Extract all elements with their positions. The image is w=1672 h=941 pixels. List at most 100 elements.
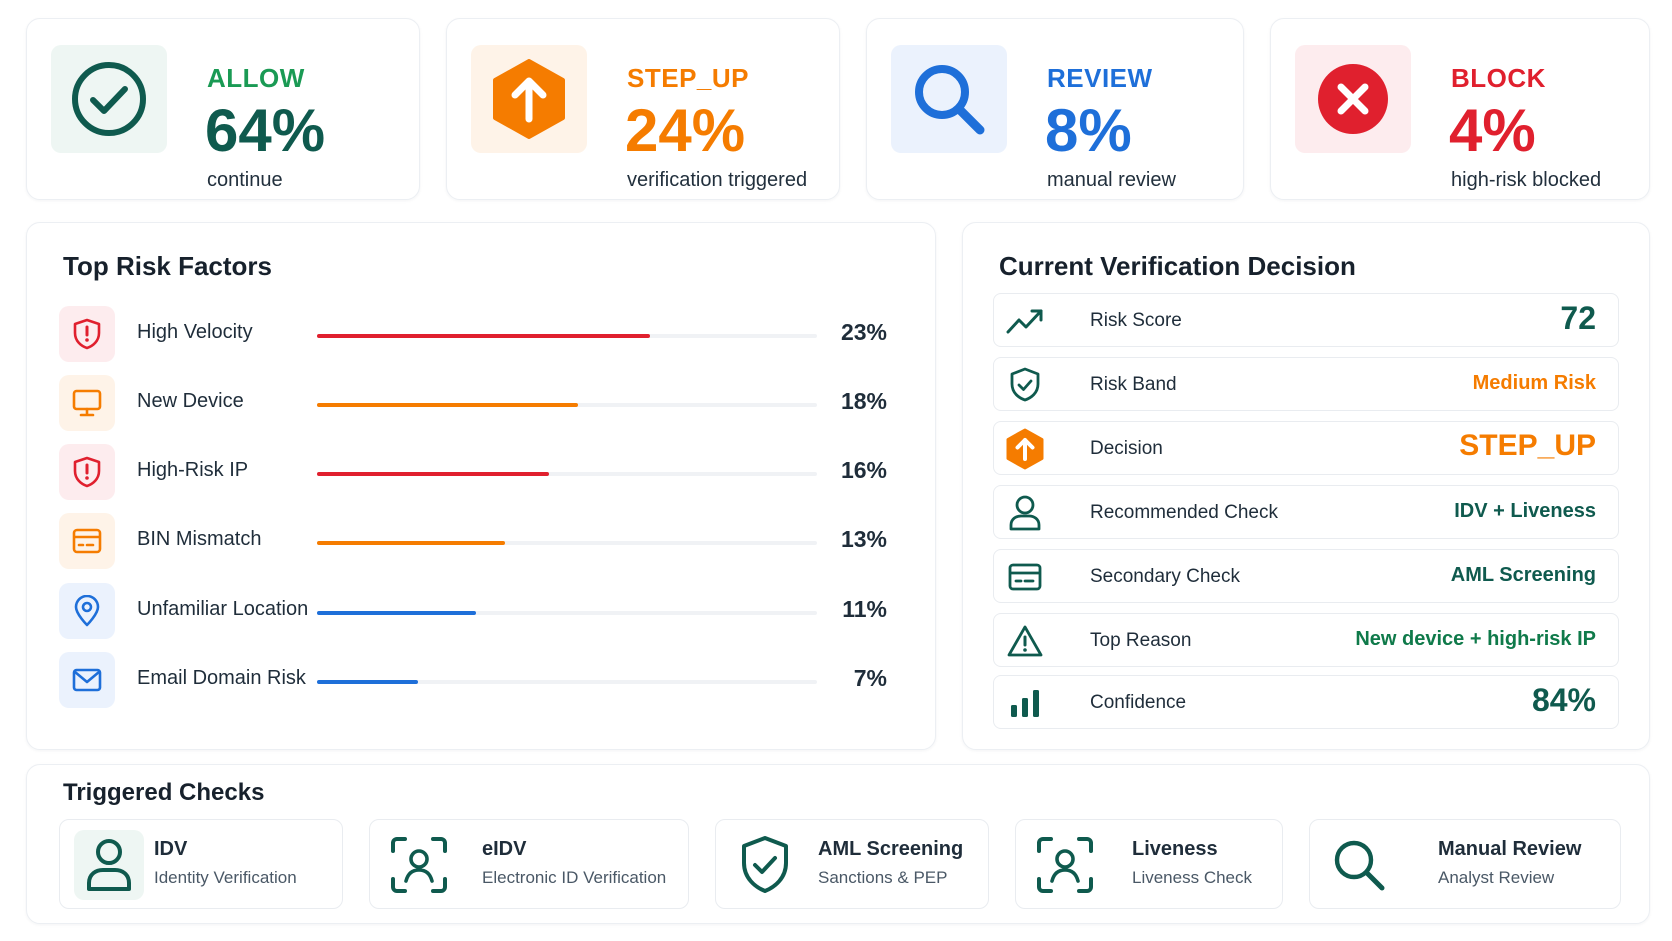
user-icon bbox=[1002, 491, 1048, 535]
risk-factor-row: High Velocity 23% bbox=[27, 303, 927, 363]
risk-factor-name: High Velocity bbox=[137, 321, 253, 343]
check-title: AML Screening bbox=[818, 838, 964, 860]
decision-row-risk-band: Risk Band Medium Risk bbox=[993, 357, 1619, 411]
triggered-checks-title: Triggered Checks bbox=[63, 779, 265, 806]
decision-row-confidence: Confidence 84% bbox=[993, 675, 1619, 729]
risk-factor-bar bbox=[317, 472, 549, 476]
step-up-value: 24% bbox=[625, 97, 746, 164]
risk-factor-percent: 13% bbox=[840, 526, 887, 552]
risk-factor-percent: 7% bbox=[853, 665, 887, 691]
check-tile-eidv[interactable]: eIDV Electronic ID Verification bbox=[369, 819, 689, 909]
mail-icon bbox=[59, 652, 115, 708]
triggered-checks-panel: Triggered Checks IDV Identity Verificati… bbox=[26, 764, 1650, 924]
recommended-check-value: IDV + Liveness bbox=[1454, 500, 1596, 522]
decision-value: STEP_UP bbox=[1459, 429, 1596, 462]
risk-factor-track bbox=[317, 472, 817, 476]
allow-sub: continue bbox=[207, 169, 283, 191]
decision-label: Secondary Check bbox=[1090, 566, 1240, 587]
bar-chart-icon bbox=[1002, 681, 1048, 725]
risk-band-value: Medium Risk bbox=[1472, 372, 1596, 394]
check-circle-icon bbox=[51, 45, 167, 153]
check-tile-manual-review[interactable]: Manual Review Analyst Review bbox=[1309, 819, 1621, 909]
decision-label: Recommended Check bbox=[1090, 502, 1278, 523]
risk-factor-name: High-Risk IP bbox=[137, 459, 249, 481]
arrow-up-hexagon-icon bbox=[1002, 427, 1048, 471]
risk-factor-name: BIN Mismatch bbox=[137, 528, 262, 550]
risk-factor-track bbox=[317, 541, 817, 545]
confidence-value: 84% bbox=[1531, 682, 1596, 718]
allow-value: 64% bbox=[205, 97, 326, 164]
allow-card: ALLOW 64% continue bbox=[26, 18, 420, 200]
risk-score-value: 72 bbox=[1560, 300, 1596, 336]
decision-label: Decision bbox=[1090, 438, 1163, 459]
x-circle-icon bbox=[1295, 45, 1411, 153]
allow-label: ALLOW bbox=[207, 63, 305, 93]
search-icon bbox=[891, 45, 1007, 153]
risk-factor-percent: 23% bbox=[840, 319, 887, 345]
search-icon bbox=[1324, 830, 1394, 900]
risk-factor-row: Email Domain Risk 7% bbox=[27, 649, 927, 709]
risk-factor-percent: 18% bbox=[840, 388, 887, 414]
face-scan-icon bbox=[1030, 830, 1100, 900]
review-label: REVIEW bbox=[1047, 63, 1153, 93]
secondary-check-value: AML Screening bbox=[1450, 564, 1596, 586]
decision-panel: Current Verification Decision Risk Score… bbox=[962, 222, 1650, 750]
trend-up-icon bbox=[1002, 299, 1048, 343]
review-card: REVIEW 8% manual review bbox=[866, 18, 1244, 200]
check-title: eIDV bbox=[482, 838, 527, 860]
arrow-up-hexagon-icon bbox=[471, 45, 587, 153]
check-title: IDV bbox=[154, 838, 188, 860]
risk-factor-track bbox=[317, 680, 817, 684]
review-sub: manual review bbox=[1047, 169, 1176, 191]
block-label: BLOCK bbox=[1451, 63, 1546, 93]
risk-factor-percent: 16% bbox=[840, 457, 887, 483]
check-subtitle: Sanctions & PEP bbox=[818, 868, 948, 887]
step-up-card: STEP_UP 24% verification triggered bbox=[446, 18, 840, 200]
card-icon bbox=[59, 513, 115, 569]
risk-factor-row: Unfamiliar Location 11% bbox=[27, 580, 927, 640]
check-title: Liveness bbox=[1132, 838, 1218, 860]
decision-row-recommended-check: Recommended Check IDV + Liveness bbox=[993, 485, 1619, 539]
step-up-label: STEP_UP bbox=[627, 63, 749, 93]
risk-factor-bar bbox=[317, 611, 477, 615]
shield-alert-icon bbox=[59, 306, 115, 362]
review-value: 8% bbox=[1045, 97, 1132, 164]
risk-factor-track bbox=[317, 403, 817, 407]
check-tile-aml-screening[interactable]: AML Screening Sanctions & PEP bbox=[715, 819, 989, 909]
monitor-icon bbox=[59, 375, 115, 431]
check-tile-liveness[interactable]: Liveness Liveness Check bbox=[1015, 819, 1283, 909]
risk-factor-bar bbox=[317, 403, 578, 407]
check-subtitle: Liveness Check bbox=[1132, 868, 1253, 887]
step-up-sub: verification triggered bbox=[627, 169, 808, 191]
decision-label: Risk Band bbox=[1090, 374, 1177, 395]
risk-factor-row: New Device 18% bbox=[27, 372, 927, 432]
check-tile-idv[interactable]: IDV Identity Verification bbox=[59, 819, 343, 909]
check-title: Manual Review bbox=[1438, 838, 1582, 860]
risk-factor-bar bbox=[317, 334, 651, 338]
risk-factor-name: Email Domain Risk bbox=[137, 667, 306, 689]
risk-factor-row: BIN Mismatch 13% bbox=[27, 510, 927, 570]
shield-check-icon bbox=[730, 830, 800, 900]
risk-factor-percent: 11% bbox=[842, 596, 887, 622]
shield-check-icon bbox=[1002, 363, 1048, 407]
risk-factor-track bbox=[317, 611, 817, 615]
id-card-icon bbox=[1002, 555, 1048, 599]
decision-label: Risk Score bbox=[1090, 310, 1182, 331]
risk-factors-panel: Top Risk Factors High Velocity 23% New D… bbox=[26, 222, 936, 750]
risk-factor-name: Unfamiliar Location bbox=[137, 598, 309, 620]
check-subtitle: Electronic ID Verification bbox=[482, 868, 667, 887]
decision-row-decision: Decision STEP_UP bbox=[993, 421, 1619, 475]
block-value: 4% bbox=[1449, 97, 1536, 164]
risk-factor-row: High-Risk IP 16% bbox=[27, 441, 927, 501]
decision-row-secondary-check: Secondary Check AML Screening bbox=[993, 549, 1619, 603]
top-reason-value: New device + high-risk IP bbox=[1355, 628, 1596, 650]
block-card: BLOCK 4% high-risk blocked bbox=[1270, 18, 1650, 200]
check-subtitle: Identity Verification bbox=[154, 868, 297, 887]
risk-factor-track bbox=[317, 334, 817, 338]
warning-icon bbox=[1002, 619, 1048, 663]
shield-alert-icon bbox=[59, 444, 115, 500]
face-scan-icon bbox=[384, 830, 454, 900]
user-icon bbox=[74, 830, 144, 900]
risk-factor-name: New Device bbox=[137, 390, 244, 412]
block-sub: high-risk blocked bbox=[1451, 169, 1602, 191]
